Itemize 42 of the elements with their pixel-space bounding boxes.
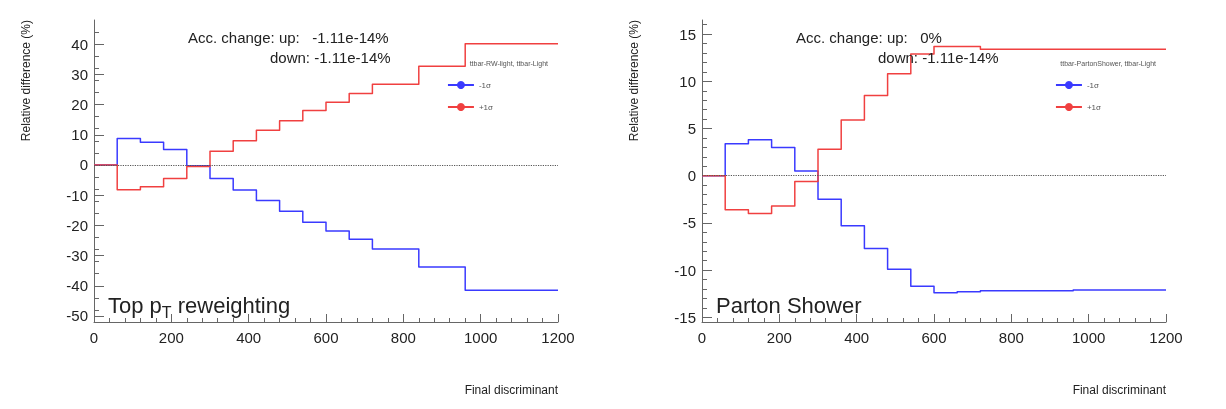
annotation: down: -1.11e-14%: [270, 49, 391, 66]
x-tick-label: 1200: [541, 329, 575, 346]
x-tick-label: 0: [89, 329, 99, 346]
legend-label: +1σ: [1086, 102, 1102, 112]
y-axis-title: Relative difference (%): [19, 20, 33, 142]
x-axis-title: Final discriminant: [464, 383, 559, 397]
y-tick-label: 20: [71, 96, 88, 114]
x-tick-label: 400: [844, 329, 870, 346]
y-tick-label: 0: [79, 156, 88, 174]
x-tick-label: 1200: [1149, 329, 1183, 346]
legend-label: +1σ: [478, 102, 494, 112]
y-axis-title: Relative difference (%): [627, 20, 641, 142]
y-tick-label: 10: [71, 126, 88, 144]
y-tick-label: -40: [66, 277, 88, 295]
annotation: Parton Shower: [716, 292, 862, 318]
legend-label: -1σ: [478, 80, 492, 90]
x-axis-title: Final discriminant: [1072, 383, 1167, 397]
x-tick-label: 800: [390, 329, 416, 346]
x-tick-label: 1000: [1071, 329, 1106, 346]
annotation: Acc. change: up: 0%: [796, 29, 942, 46]
y-tick-label: 10: [679, 72, 696, 90]
legend-label: -1σ: [1086, 80, 1100, 90]
annotation: Acc. change: up: -1.11e-14%: [188, 29, 389, 46]
y-tick-label: -20: [66, 216, 88, 234]
y-tick-label: -5: [682, 214, 696, 232]
y-tick-label: -10: [66, 186, 88, 204]
y-tick-label: -15: [674, 308, 696, 326]
x-tick-label: 800: [998, 329, 1024, 346]
x-tick-label: 600: [313, 329, 339, 346]
y-tick-label: -10: [674, 261, 696, 279]
y-tick-label: 30: [71, 65, 88, 83]
y-tick-label: 40: [71, 35, 88, 53]
y-tick-label: -50: [66, 307, 88, 325]
x-tick-label: 400: [236, 329, 262, 346]
y-tick-label: 15: [679, 25, 696, 43]
x-tick-label: 1000: [463, 329, 498, 346]
y-tick-label: 5: [687, 120, 696, 138]
y-tick-label: -30: [66, 247, 88, 265]
x-tick-label: 200: [766, 329, 792, 346]
x-tick-label: 200: [158, 329, 184, 346]
x-tick-label: 600: [921, 329, 947, 346]
y-tick-label: 0: [687, 167, 696, 185]
